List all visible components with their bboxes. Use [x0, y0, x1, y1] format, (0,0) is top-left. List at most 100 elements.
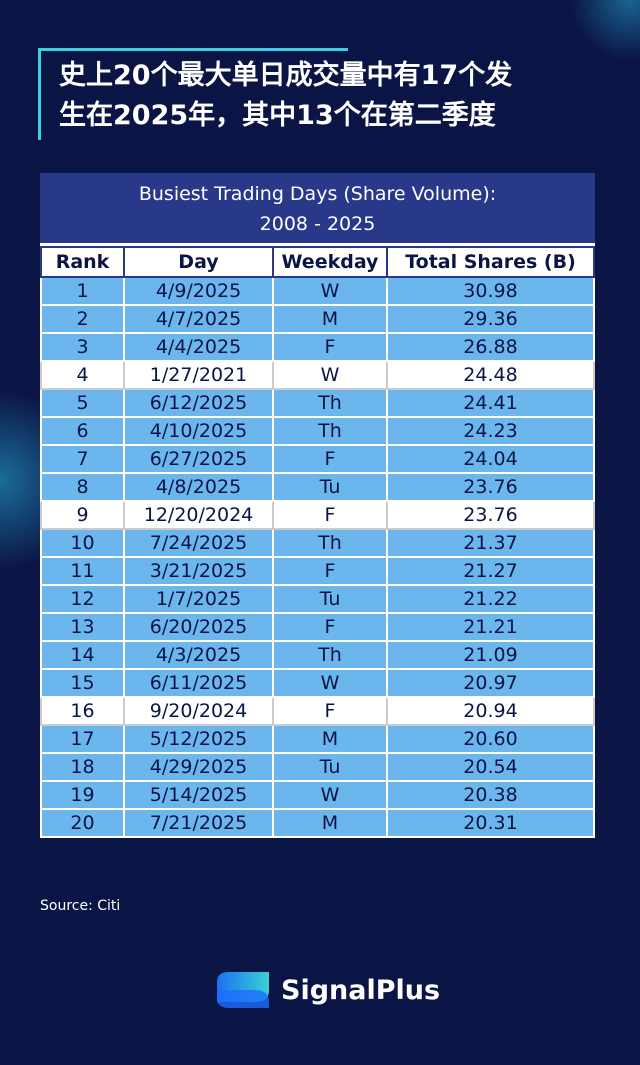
table-cell: 6/12/2025: [123, 388, 274, 418]
table-row: 1 4/9/2025 W 30.98: [40, 276, 595, 306]
table-cell: 6/27/2025: [123, 444, 274, 474]
table-cell: 21.37: [386, 528, 595, 558]
table-cell: 17: [40, 724, 125, 754]
table-cell: 24.41: [386, 388, 595, 418]
table-row: 5 6/12/2025 Th 24.41: [40, 388, 595, 418]
brand-name: SignalPlus: [281, 974, 441, 1006]
table-cell: 4/8/2025: [123, 472, 274, 502]
table-cell: 6/11/2025: [123, 668, 274, 698]
table-cell: 4/10/2025: [123, 416, 274, 446]
table-cell: 1/7/2025: [123, 584, 274, 614]
table-cell: 1/27/2021: [123, 360, 274, 390]
table-row: 19 5/14/2025 W 20.38: [40, 780, 595, 810]
table-cell: 2: [40, 304, 125, 334]
table-cell: 6/20/2025: [123, 612, 274, 642]
table-body: 1 4/9/2025 W 30.98 2 4/7/2025 M 29.36 3 4/4/2025 F…: [40, 276, 595, 838]
table-cell: 20.31: [386, 808, 595, 838]
table-cell: 5/14/2025: [123, 780, 274, 810]
table-cell: 4/3/2025: [123, 640, 274, 670]
table-cell: 12: [40, 584, 125, 614]
brand: SignalPlus: [215, 968, 440, 1012]
table-cell: 23.76: [386, 472, 595, 502]
title-line: 史上20个最大单日成交量中有17个发: [59, 60, 513, 91]
column-header: Rank: [40, 246, 125, 278]
table-cell: F: [272, 556, 388, 586]
column-header: Weekday: [272, 246, 388, 278]
table-cell: 24.48: [386, 360, 595, 390]
table-cell: F: [272, 612, 388, 642]
table-cell: 21.27: [386, 556, 595, 586]
table-cell: 1: [40, 276, 125, 306]
table-cell: Th: [272, 528, 388, 558]
table-cell: 4/9/2025: [123, 276, 274, 306]
table-cell: W: [272, 780, 388, 810]
table-row: 3 4/4/2025 F 26.88: [40, 332, 595, 362]
table-cell: W: [272, 668, 388, 698]
table-cell: 20.54: [386, 752, 595, 782]
title-box: 史上20个最大单日成交量中有17个发 生在2025年，其中13个在第二季度: [38, 48, 601, 140]
table-cell: 7: [40, 444, 125, 474]
table-cell: 4/4/2025: [123, 332, 274, 362]
table-cell: 12/20/2024: [123, 500, 274, 530]
table-cell: 26.88: [386, 332, 595, 362]
table-row: 8 4/8/2025 Tu 23.76: [40, 472, 595, 502]
table-row: 4 1/27/2021 W 24.48: [40, 360, 595, 390]
table-cell: 10: [40, 528, 125, 558]
table-cell: 20.60: [386, 724, 595, 754]
table-row: 12 1/7/2025 Tu 21.22: [40, 584, 595, 614]
table-caption: Busiest Trading Days (Share Volume): 2008…: [40, 173, 595, 246]
column-header: Day: [123, 246, 274, 278]
table-cell: 11: [40, 556, 125, 586]
table-cell: 9: [40, 500, 125, 530]
table-cell: 5/12/2025: [123, 724, 274, 754]
table-cell: 8: [40, 472, 125, 502]
table-cell: 14: [40, 640, 125, 670]
table-cell: Th: [272, 640, 388, 670]
table-row: 14 4/3/2025 Th 21.09: [40, 640, 595, 670]
header-row: Rank Day Weekday Total Shares (B): [40, 246, 595, 278]
table-cell: 9/20/2024: [123, 696, 274, 726]
caption-line: Busiest Trading Days (Share Volume):: [138, 183, 497, 205]
title-line: 生在2025年，其中13个在第二季度: [59, 100, 496, 131]
table-row: 10 7/24/2025 Th 21.37: [40, 528, 595, 558]
table-cell: 20.97: [386, 668, 595, 698]
table-row: 9 12/20/2024 F 23.76: [40, 500, 595, 530]
table-cell: W: [272, 360, 388, 390]
table-cell: 21.09: [386, 640, 595, 670]
table-cell: M: [272, 808, 388, 838]
table-cell: 6: [40, 416, 125, 446]
table-cell: Th: [272, 416, 388, 446]
table-cell: 24.04: [386, 444, 595, 474]
table-cell: 15: [40, 668, 125, 698]
table-cell: 29.36: [386, 304, 595, 334]
table-cell: 19: [40, 780, 125, 810]
table-cell: 3: [40, 332, 125, 362]
table-cell: Th: [272, 388, 388, 418]
table-row: 11 3/21/2025 F 21.27: [40, 556, 595, 586]
volume-table: Busiest Trading Days (Share Volume): 2008…: [40, 173, 595, 838]
table-cell: 4/29/2025: [123, 752, 274, 782]
caption-line: 2008 - 2025: [259, 213, 376, 235]
table-cell: 4: [40, 360, 125, 390]
table-cell: 21.21: [386, 612, 595, 642]
table-cell: 30.98: [386, 276, 595, 306]
table-cell: 4/7/2025: [123, 304, 274, 334]
table-cell: 7/24/2025: [123, 528, 274, 558]
table-cell: 5: [40, 388, 125, 418]
table-cell: F: [272, 332, 388, 362]
table-row: 18 4/29/2025 Tu 20.54: [40, 752, 595, 782]
table-row: 2 4/7/2025 M 29.36: [40, 304, 595, 334]
table-cell: 21.22: [386, 584, 595, 614]
table-row: 6 4/10/2025 Th 24.23: [40, 416, 595, 446]
table-cell: 7/21/2025: [123, 808, 274, 838]
table-cell: 13: [40, 612, 125, 642]
source: Source: Citi: [40, 898, 121, 914]
table-cell: Tu: [272, 752, 388, 782]
table-cell: F: [272, 444, 388, 474]
table-row: 15 6/11/2025 W 20.97: [40, 668, 595, 698]
table-cell: 24.23: [386, 416, 595, 446]
table-cell: 20.94: [386, 696, 595, 726]
column-header: Total Shares (B): [386, 246, 595, 278]
table-cell: F: [272, 696, 388, 726]
